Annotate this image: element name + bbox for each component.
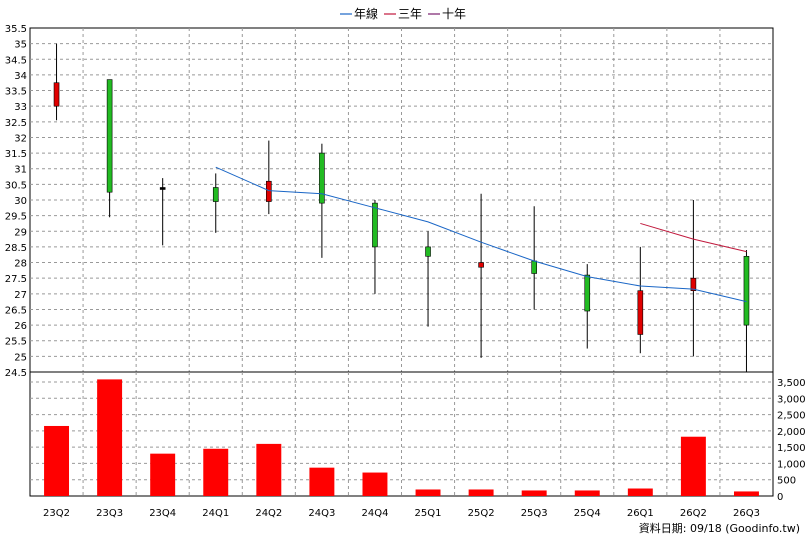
candle-23Q3 — [106, 79, 113, 218]
x-tick-label: 24Q1 — [202, 508, 229, 519]
price-tick-label: 30.5 — [5, 180, 27, 191]
x-tick-label: 24Q3 — [308, 508, 335, 519]
candle-25Q4 — [584, 264, 591, 349]
x-tick-label: 23Q2 — [43, 508, 70, 519]
data-date-footnote: 資料日期: 09/18 (Goodinfo.tw) — [639, 521, 800, 535]
candle-body — [319, 152, 325, 204]
x-tick-label: 25Q3 — [521, 508, 548, 519]
price-tick-label: 31.5 — [5, 149, 27, 160]
volume-bar-25Q2 — [468, 489, 494, 496]
candle-23Q2 — [53, 43, 60, 121]
price-tick-label: 28 — [14, 259, 27, 270]
candle-23Q4 — [159, 178, 166, 246]
volume-tick-label: 1,500 — [777, 443, 806, 454]
volume-bar-25Q4 — [574, 490, 600, 496]
price-tick-label: 32.5 — [5, 118, 27, 129]
candle-body — [212, 187, 219, 202]
candle-body — [531, 260, 537, 274]
volume-tick-label: 2,000 — [777, 427, 806, 438]
candle-body — [584, 274, 591, 312]
ma-line-#c0183c — [640, 222, 747, 253]
candle-25Q1 — [425, 231, 431, 327]
x-tick-label: 26Q1 — [627, 508, 654, 519]
price-tick-label: 27 — [14, 290, 27, 301]
price-tick-label: 32 — [14, 133, 27, 144]
legend-label: 十年 — [442, 7, 466, 21]
price-panel: 24.5 25 25.5 26 26.5 27 27.5 28 28.5 29 29.5 30 30.5… — [5, 24, 774, 379]
volume-tick-label: 0 — [777, 492, 783, 503]
chart-legend: 年線 三年 十年 — [340, 6, 466, 21]
volume-bar-23Q3 — [97, 379, 123, 496]
x-tick-label: 24Q2 — [255, 508, 282, 519]
volume-bar-25Q1 — [415, 489, 441, 496]
price-tick-label: 30 — [14, 196, 27, 207]
price-tick-label: 34 — [14, 71, 27, 82]
legend-label: 年線 — [354, 6, 378, 21]
candle-24Q2 — [266, 140, 272, 215]
candle-body — [266, 180, 272, 202]
price-tick-label: 31 — [14, 165, 27, 176]
price-tick-label: 26.5 — [5, 305, 27, 316]
volume-bar-24Q4 — [362, 472, 388, 496]
candle-25Q2 — [478, 193, 484, 358]
x-axis: 23Q2 23Q3 23Q4 24Q1 24Q2 24Q3 24Q4 25Q1 25Q2 25Q3… — [43, 508, 760, 519]
candle-body — [637, 290, 644, 335]
candle-body — [106, 79, 113, 193]
legend-label: 三年 — [398, 7, 422, 21]
x-tick-label: 25Q1 — [415, 508, 442, 519]
price-tick-label: 25.5 — [5, 337, 27, 348]
x-tick-label: 23Q4 — [149, 508, 176, 519]
volume-tick-label: 2,500 — [777, 411, 806, 422]
candle-24Q4 — [372, 200, 378, 294]
candle-body — [159, 187, 166, 190]
volume-tick-label: 3,000 — [777, 394, 806, 405]
volume-tick-label: 3,500 — [777, 378, 806, 389]
volume-bar-24Q3 — [309, 467, 335, 496]
x-tick-label: 25Q2 — [468, 508, 495, 519]
candle-body — [372, 202, 378, 248]
price-tick-label: 33 — [14, 102, 27, 113]
x-tick-label: 25Q4 — [574, 508, 601, 519]
price-tick-label: 28.5 — [5, 243, 27, 254]
candle-body — [690, 277, 697, 291]
volume-bar-26Q3 — [733, 491, 759, 496]
price-tick-label: 34.5 — [5, 55, 27, 66]
x-tick-label: 26Q3 — [733, 508, 760, 519]
ma-line-#1a66c6 — [215, 166, 747, 303]
price-tick-label: 27.5 — [5, 274, 27, 285]
volume-bar-25Q3 — [521, 490, 547, 496]
candle-24Q3 — [319, 143, 325, 258]
price-tick-label: 35 — [14, 40, 27, 51]
volume-bar-24Q1 — [203, 448, 229, 496]
candle-body — [478, 262, 484, 268]
volume-tick-label: 1,000 — [777, 459, 806, 470]
volume-panel: 0 500 1,000 1,500 2,000 2,500 3,000 3,500 — [29, 371, 806, 503]
volume-bar-23Q4 — [150, 453, 176, 496]
volume-bar-23Q2 — [44, 425, 70, 496]
x-tick-label: 24Q4 — [361, 508, 388, 519]
price-tick-label: 29 — [14, 227, 27, 238]
candle-body — [743, 255, 750, 326]
price-gridlines — [30, 43, 773, 357]
price-tick-label: 26 — [14, 321, 27, 332]
candle-26Q1 — [637, 246, 644, 354]
volume-bar-24Q2 — [256, 443, 282, 496]
volume-bar-26Q2 — [680, 436, 706, 496]
candle-26Q2 — [690, 200, 697, 357]
volume-bar-26Q1 — [627, 488, 653, 496]
price-tick-label: 35.5 — [5, 24, 27, 35]
candle-body — [425, 246, 431, 257]
volume-tick-label: 500 — [777, 476, 796, 487]
x-tick-label: 26Q2 — [680, 508, 707, 519]
price-tick-label: 29.5 — [5, 212, 27, 223]
candle-26Q3 — [743, 250, 750, 372]
candle-24Q1 — [212, 173, 219, 233]
price-tick-label: 25 — [14, 352, 27, 363]
candle-body — [53, 82, 60, 107]
price-tick-label: 33.5 — [5, 87, 27, 98]
x-tick-label: 23Q3 — [96, 508, 123, 519]
price-tick-label: 24.5 — [5, 368, 27, 379]
